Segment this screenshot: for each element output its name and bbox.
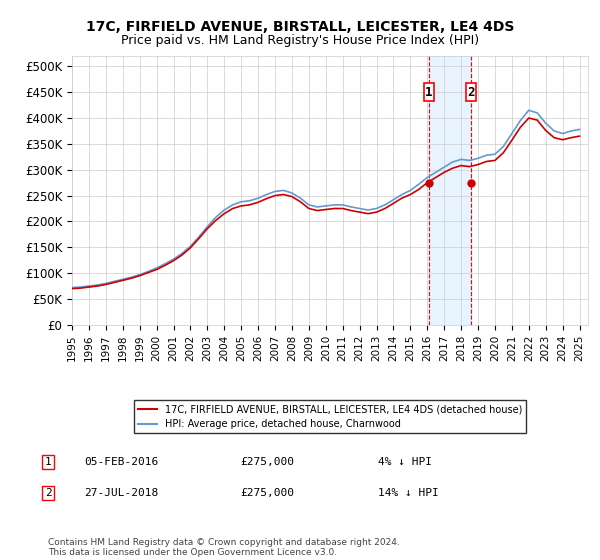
Legend: 17C, FIRFIELD AVENUE, BIRSTALL, LEICESTER, LE4 4DS (detached house), HPI: Averag: 17C, FIRFIELD AVENUE, BIRSTALL, LEICESTE… <box>134 400 526 433</box>
Text: 2: 2 <box>44 488 52 498</box>
Text: 1: 1 <box>44 457 52 467</box>
Text: £275,000: £275,000 <box>240 457 294 467</box>
Text: 4% ↓ HPI: 4% ↓ HPI <box>378 457 432 467</box>
Text: 1: 1 <box>425 86 433 99</box>
Text: 17C, FIRFIELD AVENUE, BIRSTALL, LEICESTER, LE4 4DS: 17C, FIRFIELD AVENUE, BIRSTALL, LEICESTE… <box>86 20 514 34</box>
FancyBboxPatch shape <box>466 83 476 101</box>
Text: 27-JUL-2018: 27-JUL-2018 <box>84 488 158 498</box>
Bar <box>429 56 471 325</box>
Text: 05-FEB-2016: 05-FEB-2016 <box>84 457 158 467</box>
FancyBboxPatch shape <box>424 83 434 101</box>
Text: 2: 2 <box>467 86 475 99</box>
Text: Contains HM Land Registry data © Crown copyright and database right 2024.
This d: Contains HM Land Registry data © Crown c… <box>48 538 400 557</box>
Text: £275,000: £275,000 <box>240 488 294 498</box>
Text: 14% ↓ HPI: 14% ↓ HPI <box>378 488 439 498</box>
Text: Price paid vs. HM Land Registry's House Price Index (HPI): Price paid vs. HM Land Registry's House … <box>121 34 479 46</box>
